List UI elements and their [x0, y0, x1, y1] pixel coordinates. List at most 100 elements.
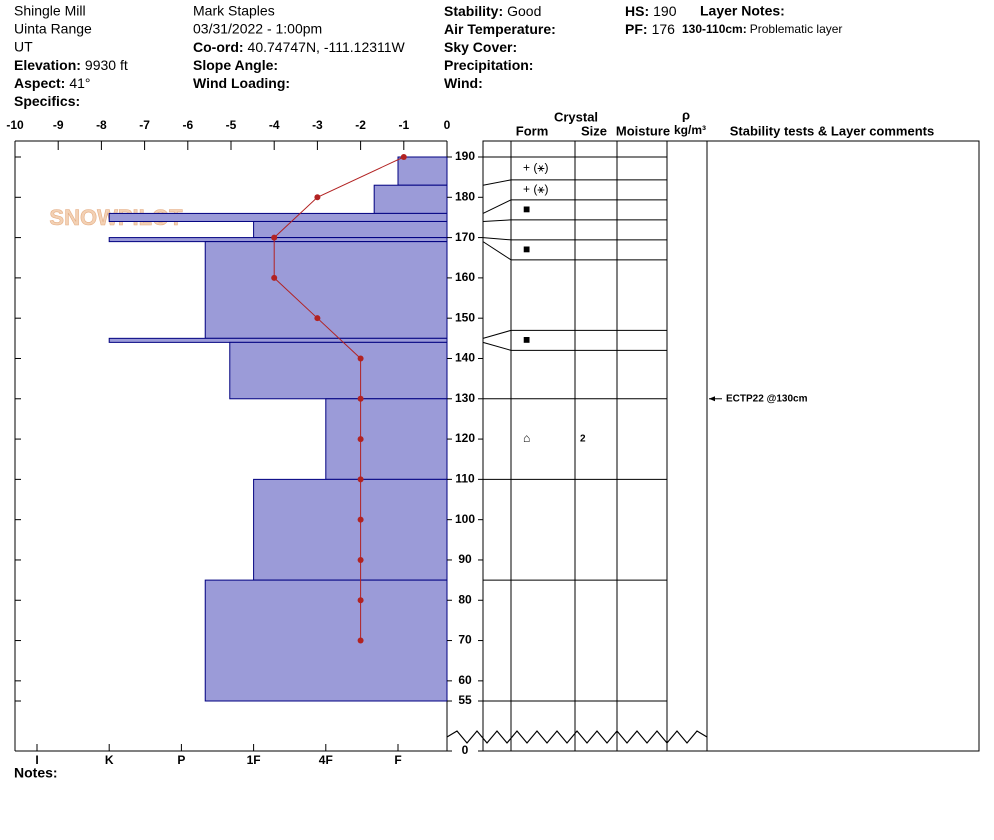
- header-field: Stability: Good: [444, 3, 541, 19]
- y-tick-label: 55: [458, 693, 472, 707]
- field-label: Slope Angle:: [193, 57, 278, 73]
- temperature-point: [357, 556, 364, 563]
- temperature-point: [357, 436, 364, 443]
- notes-label: Notes:: [14, 765, 58, 781]
- x-tick-label: -9: [53, 118, 64, 132]
- hardness-layer: [108, 337, 448, 343]
- x-tick-label: -2: [355, 118, 366, 132]
- header-text: 03/31/2022 - 1:00pm: [193, 21, 322, 37]
- layer-connector: [482, 179, 512, 186]
- x-tick-label: -8: [96, 118, 107, 132]
- hardness-tick-label: K: [105, 753, 114, 767]
- header-field: Wind Loading:: [193, 75, 290, 91]
- header-field: HS: 190: [625, 3, 677, 19]
- hardness-layer: [108, 237, 448, 243]
- header-field: Precipitation:: [444, 57, 533, 73]
- hardness-layer: [325, 398, 448, 480]
- field-label: PF:: [625, 21, 648, 37]
- layer-connector: [482, 237, 512, 241]
- y-tick-label: 0: [462, 743, 469, 757]
- x-tick-label: -6: [182, 118, 193, 132]
- hardness-tick-label: 1F: [247, 753, 261, 767]
- layer-connector: [482, 199, 512, 214]
- header-text: Uinta Range: [14, 21, 92, 37]
- header-text: Shingle Mill: [14, 3, 86, 19]
- hardness-layer: [373, 184, 448, 214]
- grain-form: ■: [523, 242, 530, 256]
- grain-form: ■: [523, 333, 530, 347]
- column-header: Stability tests & Layer comments: [730, 123, 934, 138]
- note-value: Problematic layer: [750, 22, 843, 36]
- y-tick-label: 170: [455, 230, 475, 244]
- header-field: Elevation: 9930 ft: [14, 57, 128, 73]
- column-header: Size: [581, 123, 607, 138]
- hardness-tick-label: P: [177, 753, 185, 767]
- y-tick-label: 70: [458, 633, 472, 647]
- temperature-point: [357, 355, 364, 362]
- comment-text: ECTP22 @130cm: [726, 393, 808, 404]
- layer-notes-label: Layer Notes:: [700, 3, 785, 19]
- hardness-layer: [253, 478, 448, 581]
- header-field: Air Temperature:: [444, 21, 556, 37]
- comment-arrowhead: [709, 396, 715, 402]
- field-value: 190: [653, 3, 677, 19]
- axis-break: [446, 730, 708, 744]
- field-label: Precipitation:: [444, 57, 533, 73]
- hardness-layer: [108, 212, 448, 222]
- field-value: 41°: [69, 75, 90, 91]
- field-label: Co-ord:: [193, 39, 244, 55]
- field-label: Air Temperature:: [444, 21, 556, 37]
- hardness-layer: [397, 156, 448, 186]
- x-tick-label: -5: [226, 118, 237, 132]
- field-label: Wind:: [444, 75, 483, 91]
- column-header: kg/m³: [674, 123, 706, 137]
- layer-connector: [482, 341, 512, 351]
- x-tick-label: -7: [139, 118, 150, 132]
- field-label: Stability:: [444, 3, 503, 19]
- field-value: 40.74747N, -111.12311W: [248, 39, 406, 55]
- header-field: Co-ord: 40.74747N, -111.12311W: [193, 39, 406, 55]
- column-header: Crystal: [554, 109, 598, 124]
- y-tick-label: 190: [455, 149, 475, 163]
- x-tick-label: -1: [398, 118, 409, 132]
- header-text: Mark Staples: [193, 3, 275, 19]
- field-value: 9930 ft: [85, 57, 128, 73]
- temperature-point: [357, 637, 364, 644]
- field-label: Wind Loading:: [193, 75, 290, 91]
- field-label: Sky Cover:: [444, 39, 517, 55]
- hardness-tick-label: 4F: [319, 753, 333, 767]
- grain-form: + (⚹): [523, 182, 549, 196]
- field-label: Elevation:: [14, 57, 81, 73]
- layer-note: 130-110cm: Problematic layer: [682, 22, 842, 36]
- column-header: ρ: [682, 107, 690, 122]
- header-field: Aspect: 41°: [14, 75, 91, 91]
- hardness-layer: [204, 241, 448, 339]
- field-label: HS:: [625, 3, 649, 19]
- y-tick-label: 160: [455, 270, 475, 284]
- temperature-point: [400, 154, 407, 160]
- field-value: Good: [507, 3, 541, 19]
- header-field: Slope Angle:: [193, 57, 278, 73]
- header-text: UT: [14, 39, 33, 55]
- grain-form: + (⚹): [523, 161, 549, 175]
- layer-table-frame: [482, 140, 980, 752]
- header: Shingle Mill Uinta Range UT Elevation: 9930 …: [14, 3, 842, 109]
- x-tick-label: -10: [6, 118, 24, 132]
- layer-connector: [482, 241, 512, 261]
- y-tick-label: 110: [455, 472, 475, 486]
- temperature-point: [357, 395, 364, 402]
- temperature-point: [271, 274, 278, 281]
- x-tick-label: -3: [312, 118, 323, 132]
- temperature-point: [314, 194, 321, 201]
- grain-size: 2: [580, 434, 586, 445]
- hardness-tick-label: I: [35, 753, 38, 767]
- y-tick-label: 180: [455, 189, 475, 203]
- temperature-point: [314, 315, 321, 322]
- y-tick-label: 90: [458, 552, 472, 566]
- temperature-point: [357, 597, 364, 604]
- grain-form: ⌂: [523, 431, 530, 445]
- field-label: Aspect:: [14, 75, 65, 91]
- layer-connector: [482, 219, 512, 222]
- y-tick-label: 140: [455, 351, 475, 365]
